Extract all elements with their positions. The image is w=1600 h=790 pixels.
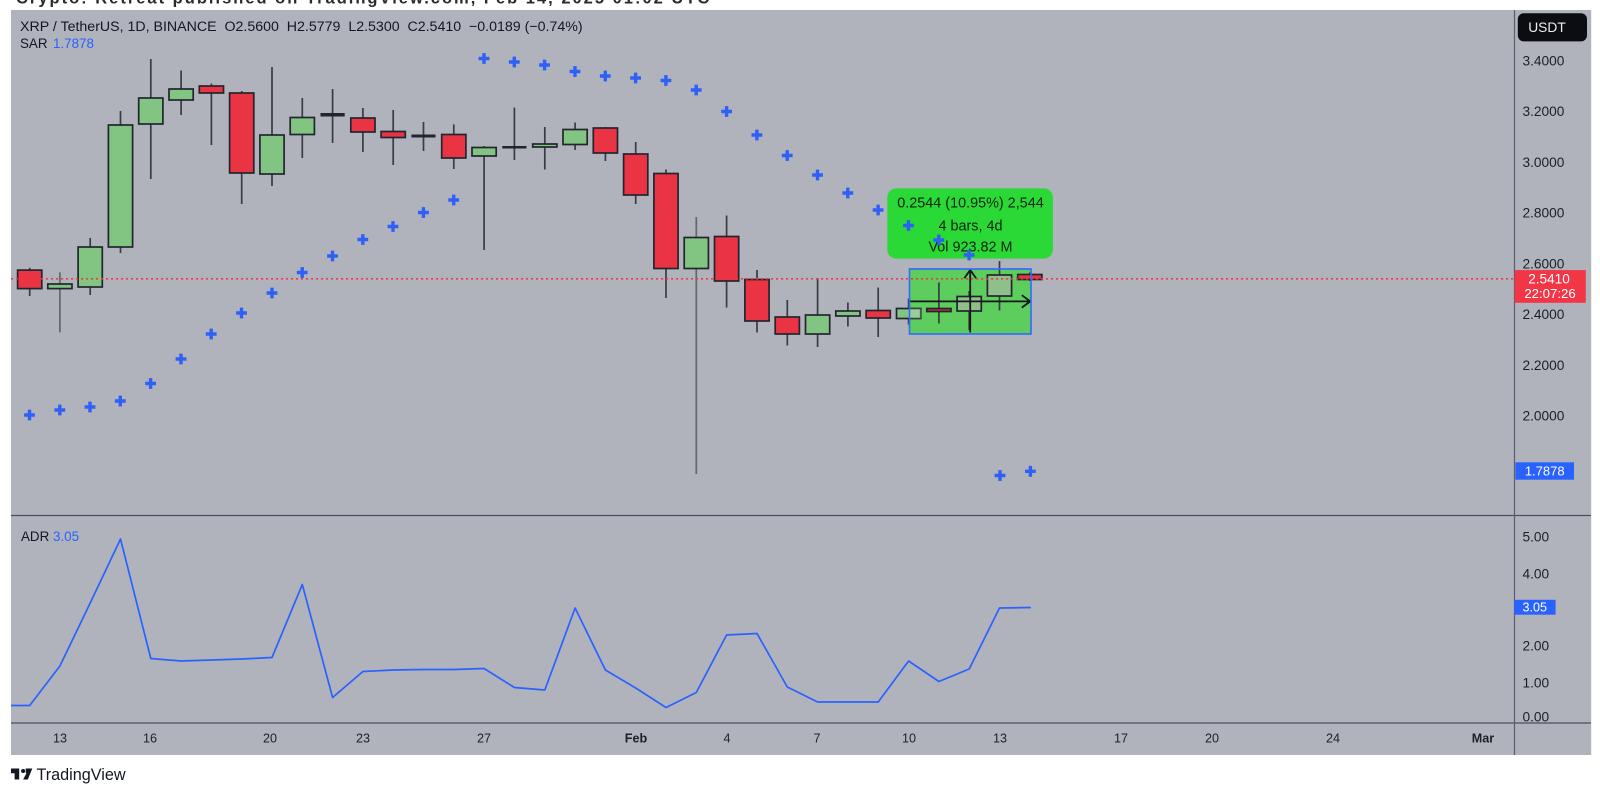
svg-text:Mar: Mar xyxy=(1472,732,1494,746)
svg-text:1.00: 1.00 xyxy=(1523,676,1550,691)
svg-text:4.00: 4.00 xyxy=(1523,567,1550,582)
svg-text:3.05: 3.05 xyxy=(1523,600,1548,614)
svg-text:17: 17 xyxy=(1114,732,1128,746)
svg-text:13: 13 xyxy=(53,732,67,746)
svg-text:Crypto: Retreat published on T: Crypto: Retreat published on TradingView… xyxy=(16,0,711,8)
svg-text:3.2000: 3.2000 xyxy=(1523,104,1565,119)
svg-text:23: 23 xyxy=(356,732,370,746)
svg-text:XRP / TetherUS, 1D, BINANCE O: XRP / TetherUS, 1D, BINANCE O2.5600 H2.5… xyxy=(20,19,583,35)
svg-text:10: 10 xyxy=(902,732,916,746)
svg-text:2.00: 2.00 xyxy=(1523,639,1550,654)
svg-text:2.0000: 2.0000 xyxy=(1523,409,1565,424)
svg-text:4: 4 xyxy=(723,732,730,746)
svg-text:22:07:26: 22:07:26 xyxy=(1524,286,1575,301)
svg-text:ADR: ADR xyxy=(21,529,50,544)
svg-text:SAR: SAR xyxy=(20,36,48,51)
svg-text:2.8000: 2.8000 xyxy=(1523,206,1565,221)
svg-text:2.4000: 2.4000 xyxy=(1523,307,1565,322)
svg-text:16: 16 xyxy=(143,732,157,746)
svg-text:24: 24 xyxy=(1326,732,1340,746)
svg-text:3.4000: 3.4000 xyxy=(1523,54,1565,69)
svg-text:TradingView: TradingView xyxy=(37,766,126,784)
svg-text:20: 20 xyxy=(1205,732,1219,746)
svg-text:0.2544 (10.95%) 2,544: 0.2544 (10.95%) 2,544 xyxy=(897,195,1043,211)
svg-text:1.7878: 1.7878 xyxy=(1525,463,1565,478)
svg-text:4 bars, 4d: 4 bars, 4d xyxy=(939,218,1003,234)
svg-text:2.2000: 2.2000 xyxy=(1523,358,1565,373)
svg-text:1.7878: 1.7878 xyxy=(53,36,94,51)
svg-text:20: 20 xyxy=(263,732,277,746)
svg-text:2.6000: 2.6000 xyxy=(1523,256,1565,271)
svg-text:2.5410: 2.5410 xyxy=(1528,272,1570,287)
svg-text:Vol 923.82 M: Vol 923.82 M xyxy=(928,239,1012,255)
svg-text:7: 7 xyxy=(813,732,820,746)
svg-text:0.00: 0.00 xyxy=(1523,710,1550,725)
svg-text:27: 27 xyxy=(477,732,491,746)
svg-text:3.05: 3.05 xyxy=(53,529,79,544)
svg-text:13: 13 xyxy=(993,732,1007,746)
svg-text:USDT: USDT xyxy=(1528,20,1566,35)
svg-text:3.0000: 3.0000 xyxy=(1523,155,1565,170)
svg-text:Feb: Feb xyxy=(625,732,648,746)
svg-text:5.00: 5.00 xyxy=(1523,529,1550,544)
